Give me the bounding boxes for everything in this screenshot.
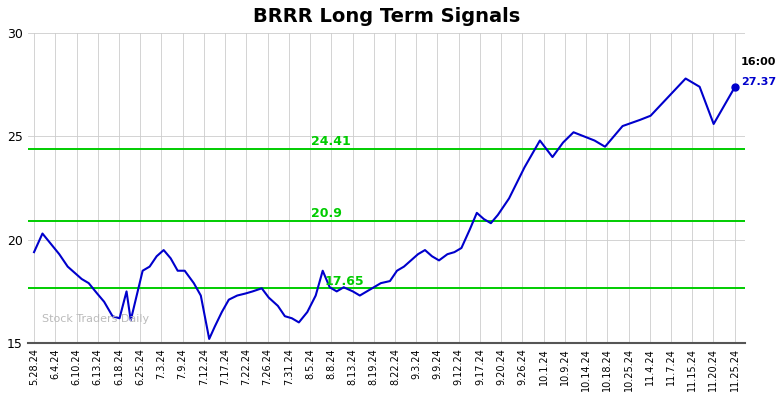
Text: 20.9: 20.9 [310, 207, 342, 220]
Text: 27.37: 27.37 [741, 77, 776, 87]
Text: Stock Traders Daily: Stock Traders Daily [42, 314, 149, 324]
Text: 16:00: 16:00 [741, 57, 776, 67]
Text: 24.41: 24.41 [310, 135, 350, 148]
Text: 17.65: 17.65 [325, 275, 365, 288]
Title: BRRR Long Term Signals: BRRR Long Term Signals [253, 7, 520, 26]
